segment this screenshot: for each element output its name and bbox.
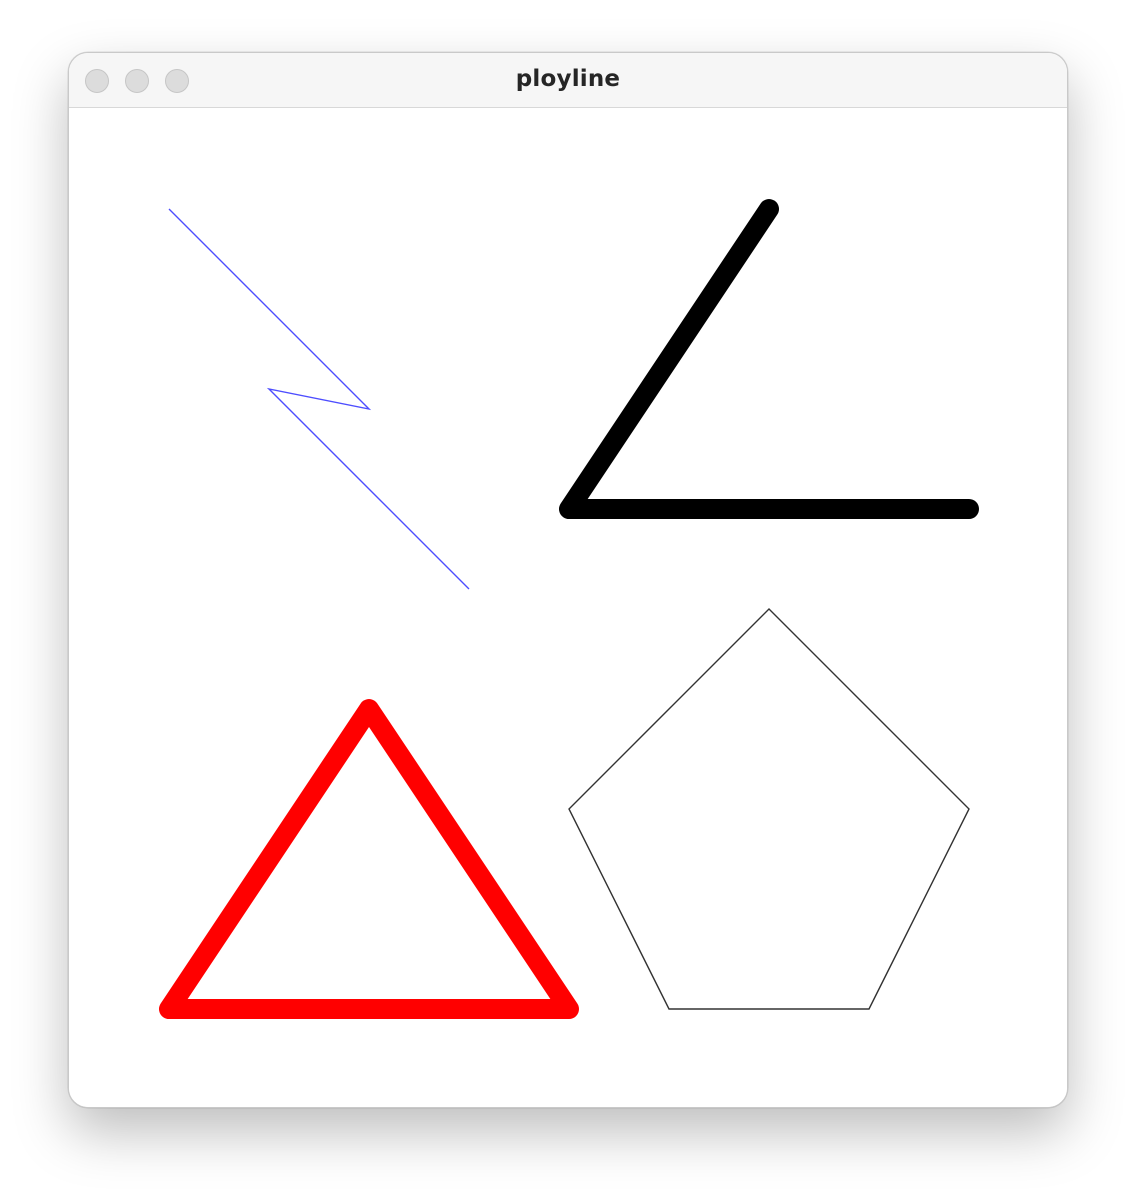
title-bar[interactable]: ployline (69, 53, 1067, 108)
zigzag-polyline (168, 208, 470, 590)
shapes-svg (159, 199, 979, 1019)
close-icon[interactable] (85, 69, 109, 93)
zoom-icon[interactable] (165, 69, 189, 93)
minimize-icon[interactable] (125, 69, 149, 93)
drawing-canvas (69, 108, 1067, 1107)
pentagon-polygon (568, 608, 970, 1010)
angle-polyline (559, 199, 979, 519)
triangle-polygon (159, 699, 579, 1019)
app-window: ployline (68, 52, 1068, 1108)
window-title: ployline (515, 66, 621, 92)
